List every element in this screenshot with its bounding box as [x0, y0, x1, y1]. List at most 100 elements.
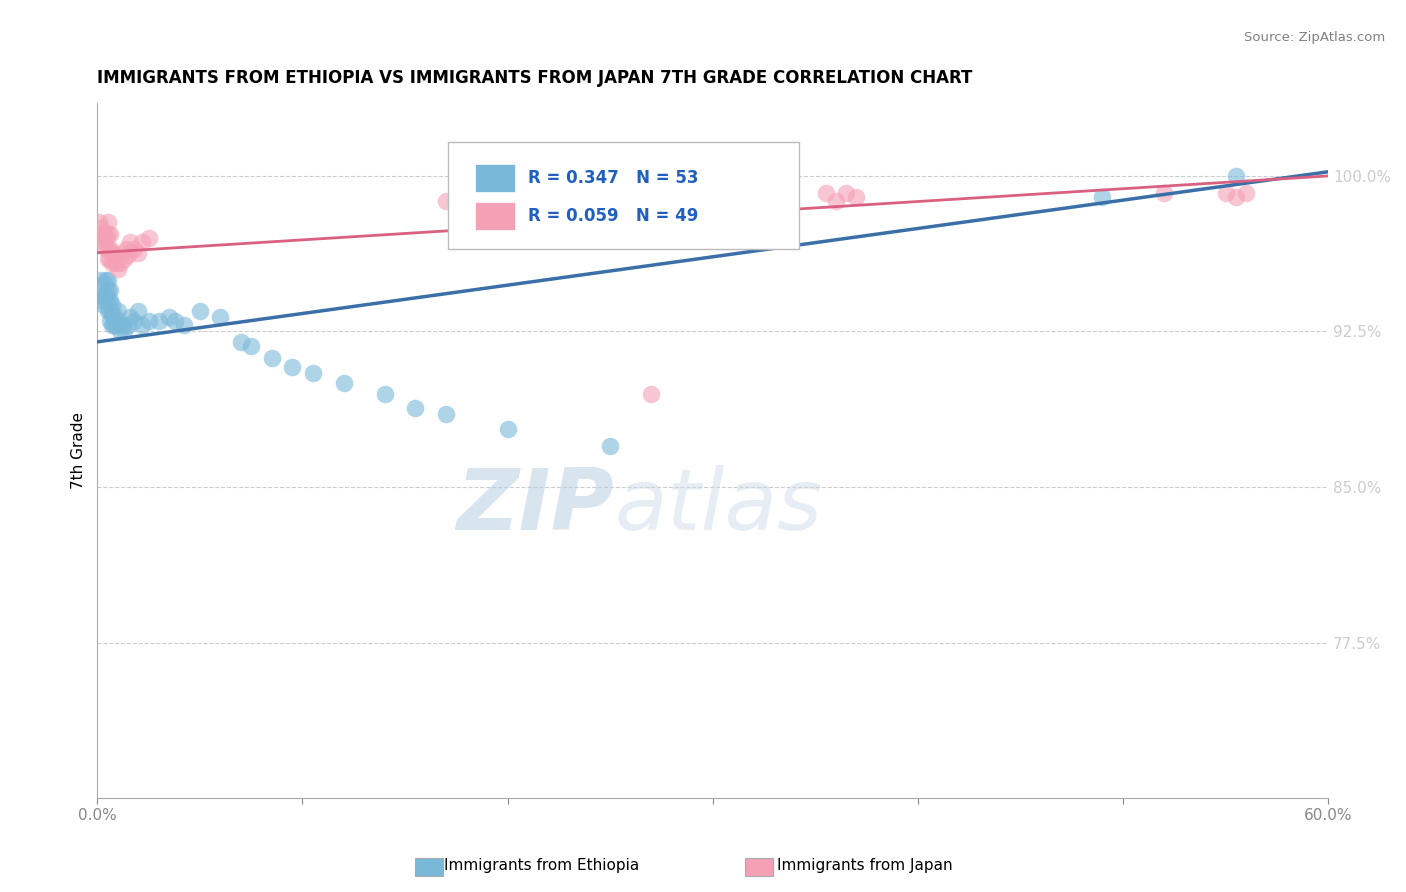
Point — [90, 231, 112, 245]
Point — [100, 308, 122, 322]
Point — [486, 194, 509, 208]
Text: R = 0.059   N = 49: R = 0.059 N = 49 — [529, 207, 699, 225]
Point — [332, 376, 354, 391]
Point — [112, 325, 135, 339]
Point — [165, 314, 187, 328]
Point — [496, 189, 519, 203]
Point — [456, 194, 478, 208]
Point — [117, 248, 139, 262]
Point — [97, 303, 120, 318]
Point — [93, 277, 115, 291]
Point — [98, 314, 121, 328]
Point — [124, 242, 146, 256]
Point — [98, 242, 121, 256]
Point — [527, 186, 550, 200]
Point — [446, 194, 468, 208]
Point — [475, 186, 498, 200]
Point — [89, 293, 111, 308]
Point — [100, 318, 122, 333]
Point — [301, 366, 323, 380]
Point — [138, 314, 160, 328]
Point — [117, 318, 139, 333]
Point — [97, 242, 120, 256]
Point — [111, 245, 134, 260]
Point — [434, 194, 457, 208]
Point — [104, 318, 127, 333]
Point — [93, 227, 115, 241]
Y-axis label: 7th Grade: 7th Grade — [72, 412, 86, 489]
Point — [157, 310, 180, 324]
Point — [229, 334, 252, 349]
Point — [1225, 169, 1247, 183]
Point — [89, 214, 111, 228]
Point — [506, 186, 529, 200]
Point — [94, 272, 117, 286]
Point — [434, 408, 457, 422]
Point — [97, 293, 120, 308]
Point — [496, 422, 519, 436]
Bar — [745, 858, 773, 876]
Text: Immigrants from Ethiopia: Immigrants from Ethiopia — [444, 858, 638, 872]
Point — [124, 314, 146, 328]
Point — [1225, 189, 1247, 203]
Point — [537, 189, 560, 203]
Point — [93, 289, 115, 303]
Point — [209, 310, 232, 324]
Point — [107, 303, 129, 318]
Point — [94, 293, 117, 308]
Point — [97, 214, 120, 228]
Point — [98, 293, 121, 308]
Text: R = 0.347   N = 53: R = 0.347 N = 53 — [529, 169, 699, 186]
Point — [814, 186, 837, 200]
Point — [94, 231, 117, 245]
Point — [93, 235, 115, 250]
Point — [465, 189, 488, 203]
Point — [103, 252, 125, 266]
Point — [845, 189, 868, 203]
Point — [138, 231, 160, 245]
Point — [108, 325, 131, 339]
Point — [90, 289, 112, 303]
Point — [97, 283, 120, 297]
Point — [1215, 186, 1237, 200]
Point — [260, 351, 283, 366]
Point — [835, 186, 858, 200]
Point — [112, 252, 135, 266]
Point — [111, 318, 134, 333]
Text: Immigrants from Japan: Immigrants from Japan — [778, 858, 952, 872]
Point — [517, 194, 540, 208]
Point — [98, 252, 121, 266]
Point — [94, 287, 117, 301]
Text: atlas: atlas — [614, 465, 823, 548]
Point — [94, 242, 117, 256]
Point — [599, 438, 621, 452]
Point — [90, 272, 112, 286]
Point — [100, 297, 122, 311]
Point — [127, 303, 149, 318]
Point — [824, 194, 846, 208]
Point — [104, 256, 127, 270]
Point — [640, 386, 662, 401]
Point — [131, 318, 153, 333]
Point — [98, 283, 121, 297]
Point — [173, 318, 195, 333]
Point — [148, 314, 170, 328]
Point — [97, 252, 120, 266]
Bar — [475, 164, 515, 192]
Point — [115, 242, 138, 256]
Point — [1153, 186, 1175, 200]
Point — [98, 303, 121, 318]
Point — [1091, 189, 1114, 203]
Point — [373, 386, 395, 401]
Point — [120, 310, 142, 324]
FancyBboxPatch shape — [449, 142, 799, 249]
Point — [107, 262, 129, 277]
Point — [188, 303, 211, 318]
Point — [108, 256, 131, 270]
Point — [107, 314, 129, 328]
Point — [98, 227, 121, 241]
Bar — [475, 202, 515, 230]
Point — [93, 297, 115, 311]
Point — [240, 339, 263, 353]
Point — [281, 359, 304, 374]
